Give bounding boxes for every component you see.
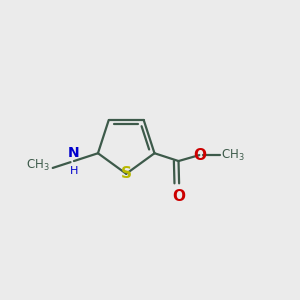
- Text: S: S: [121, 166, 132, 181]
- Text: O: O: [193, 148, 206, 163]
- Text: H: H: [70, 167, 78, 176]
- Text: N: N: [68, 146, 80, 160]
- Text: CH$_3$: CH$_3$: [26, 158, 50, 173]
- Text: O: O: [172, 189, 186, 204]
- Text: CH$_3$: CH$_3$: [221, 148, 245, 163]
